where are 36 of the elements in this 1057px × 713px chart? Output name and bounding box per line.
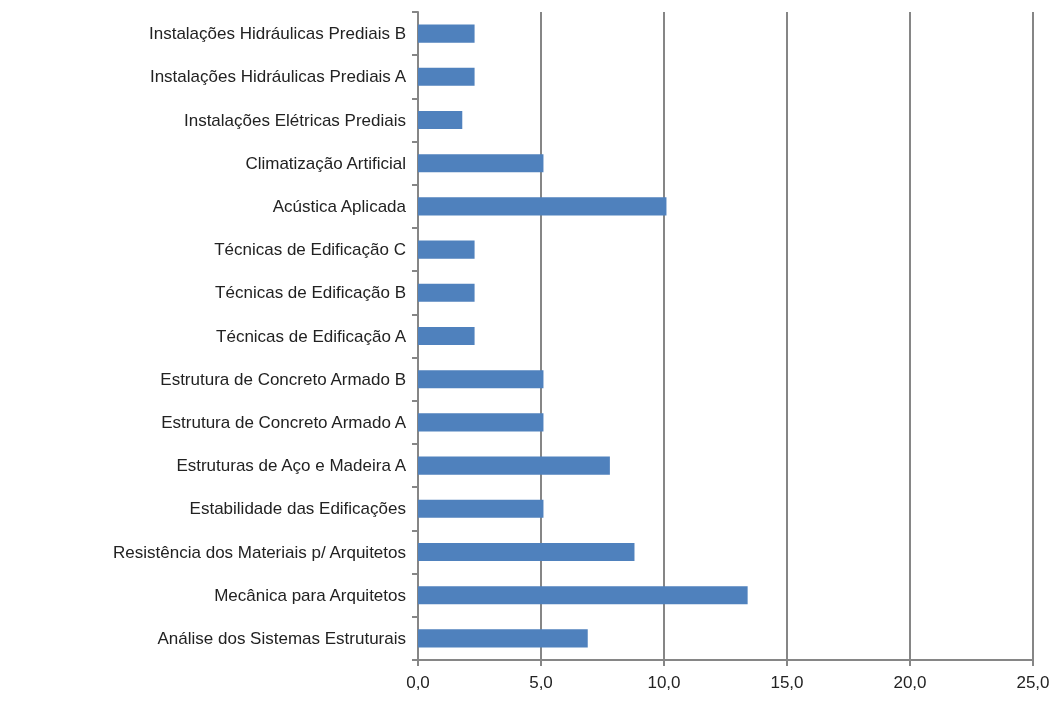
- y-tick-label: Mecânica para Arquitetos: [214, 585, 406, 605]
- bar: [418, 629, 588, 648]
- bar: [418, 283, 475, 302]
- bar: [418, 586, 748, 605]
- y-tick-label: Instalações Elétricas Prediais: [183, 110, 406, 130]
- y-tick-label: Estabilidade das Edificações: [189, 499, 406, 519]
- x-tick-label: 0,0: [406, 673, 430, 692]
- y-tick-label: Climatização Artificial: [245, 153, 406, 173]
- y-tick-label: Técnicas de Edificação C: [214, 240, 406, 260]
- bar: [418, 197, 667, 216]
- y-tick-label: Instalações Hidráulicas Prediais B: [148, 24, 406, 44]
- x-tick-label: 25,0: [1016, 673, 1050, 692]
- y-tick-label: Técnicas de Edificação A: [216, 326, 407, 346]
- bar: [418, 154, 544, 173]
- bar: [418, 370, 544, 389]
- bar: [418, 326, 475, 346]
- x-tick-label: 15,0: [770, 673, 804, 692]
- y-tick-label: Técnicas de Edificação B: [215, 283, 406, 303]
- y-tick-label: Estruturas de Aço e Madeira A: [176, 456, 407, 476]
- x-tick-label: 5,0: [529, 673, 553, 692]
- bar: [418, 110, 463, 130]
- y-tick-label: Estrutura de Concreto Armado B: [160, 369, 406, 389]
- y-tick-label: Resistência dos Materiais p/ Arquitetos: [113, 542, 406, 562]
- bar: [418, 240, 475, 259]
- bar: [418, 67, 475, 86]
- bar: [418, 24, 475, 43]
- x-tick-label: 20,0: [893, 673, 927, 692]
- bar: [418, 413, 544, 432]
- y-tick-label: Estrutura de Concreto Armado A: [161, 412, 407, 432]
- y-tick-label: Análise dos Sistemas Estruturais: [157, 628, 406, 648]
- bar: [418, 456, 610, 475]
- y-tick-label: Acústica Aplicada: [272, 196, 407, 216]
- y-tick-label: Instalações Hidráulicas Prediais A: [149, 67, 407, 87]
- bar: [418, 542, 635, 562]
- bar: [418, 499, 544, 518]
- x-tick-label: 10,0: [647, 673, 681, 692]
